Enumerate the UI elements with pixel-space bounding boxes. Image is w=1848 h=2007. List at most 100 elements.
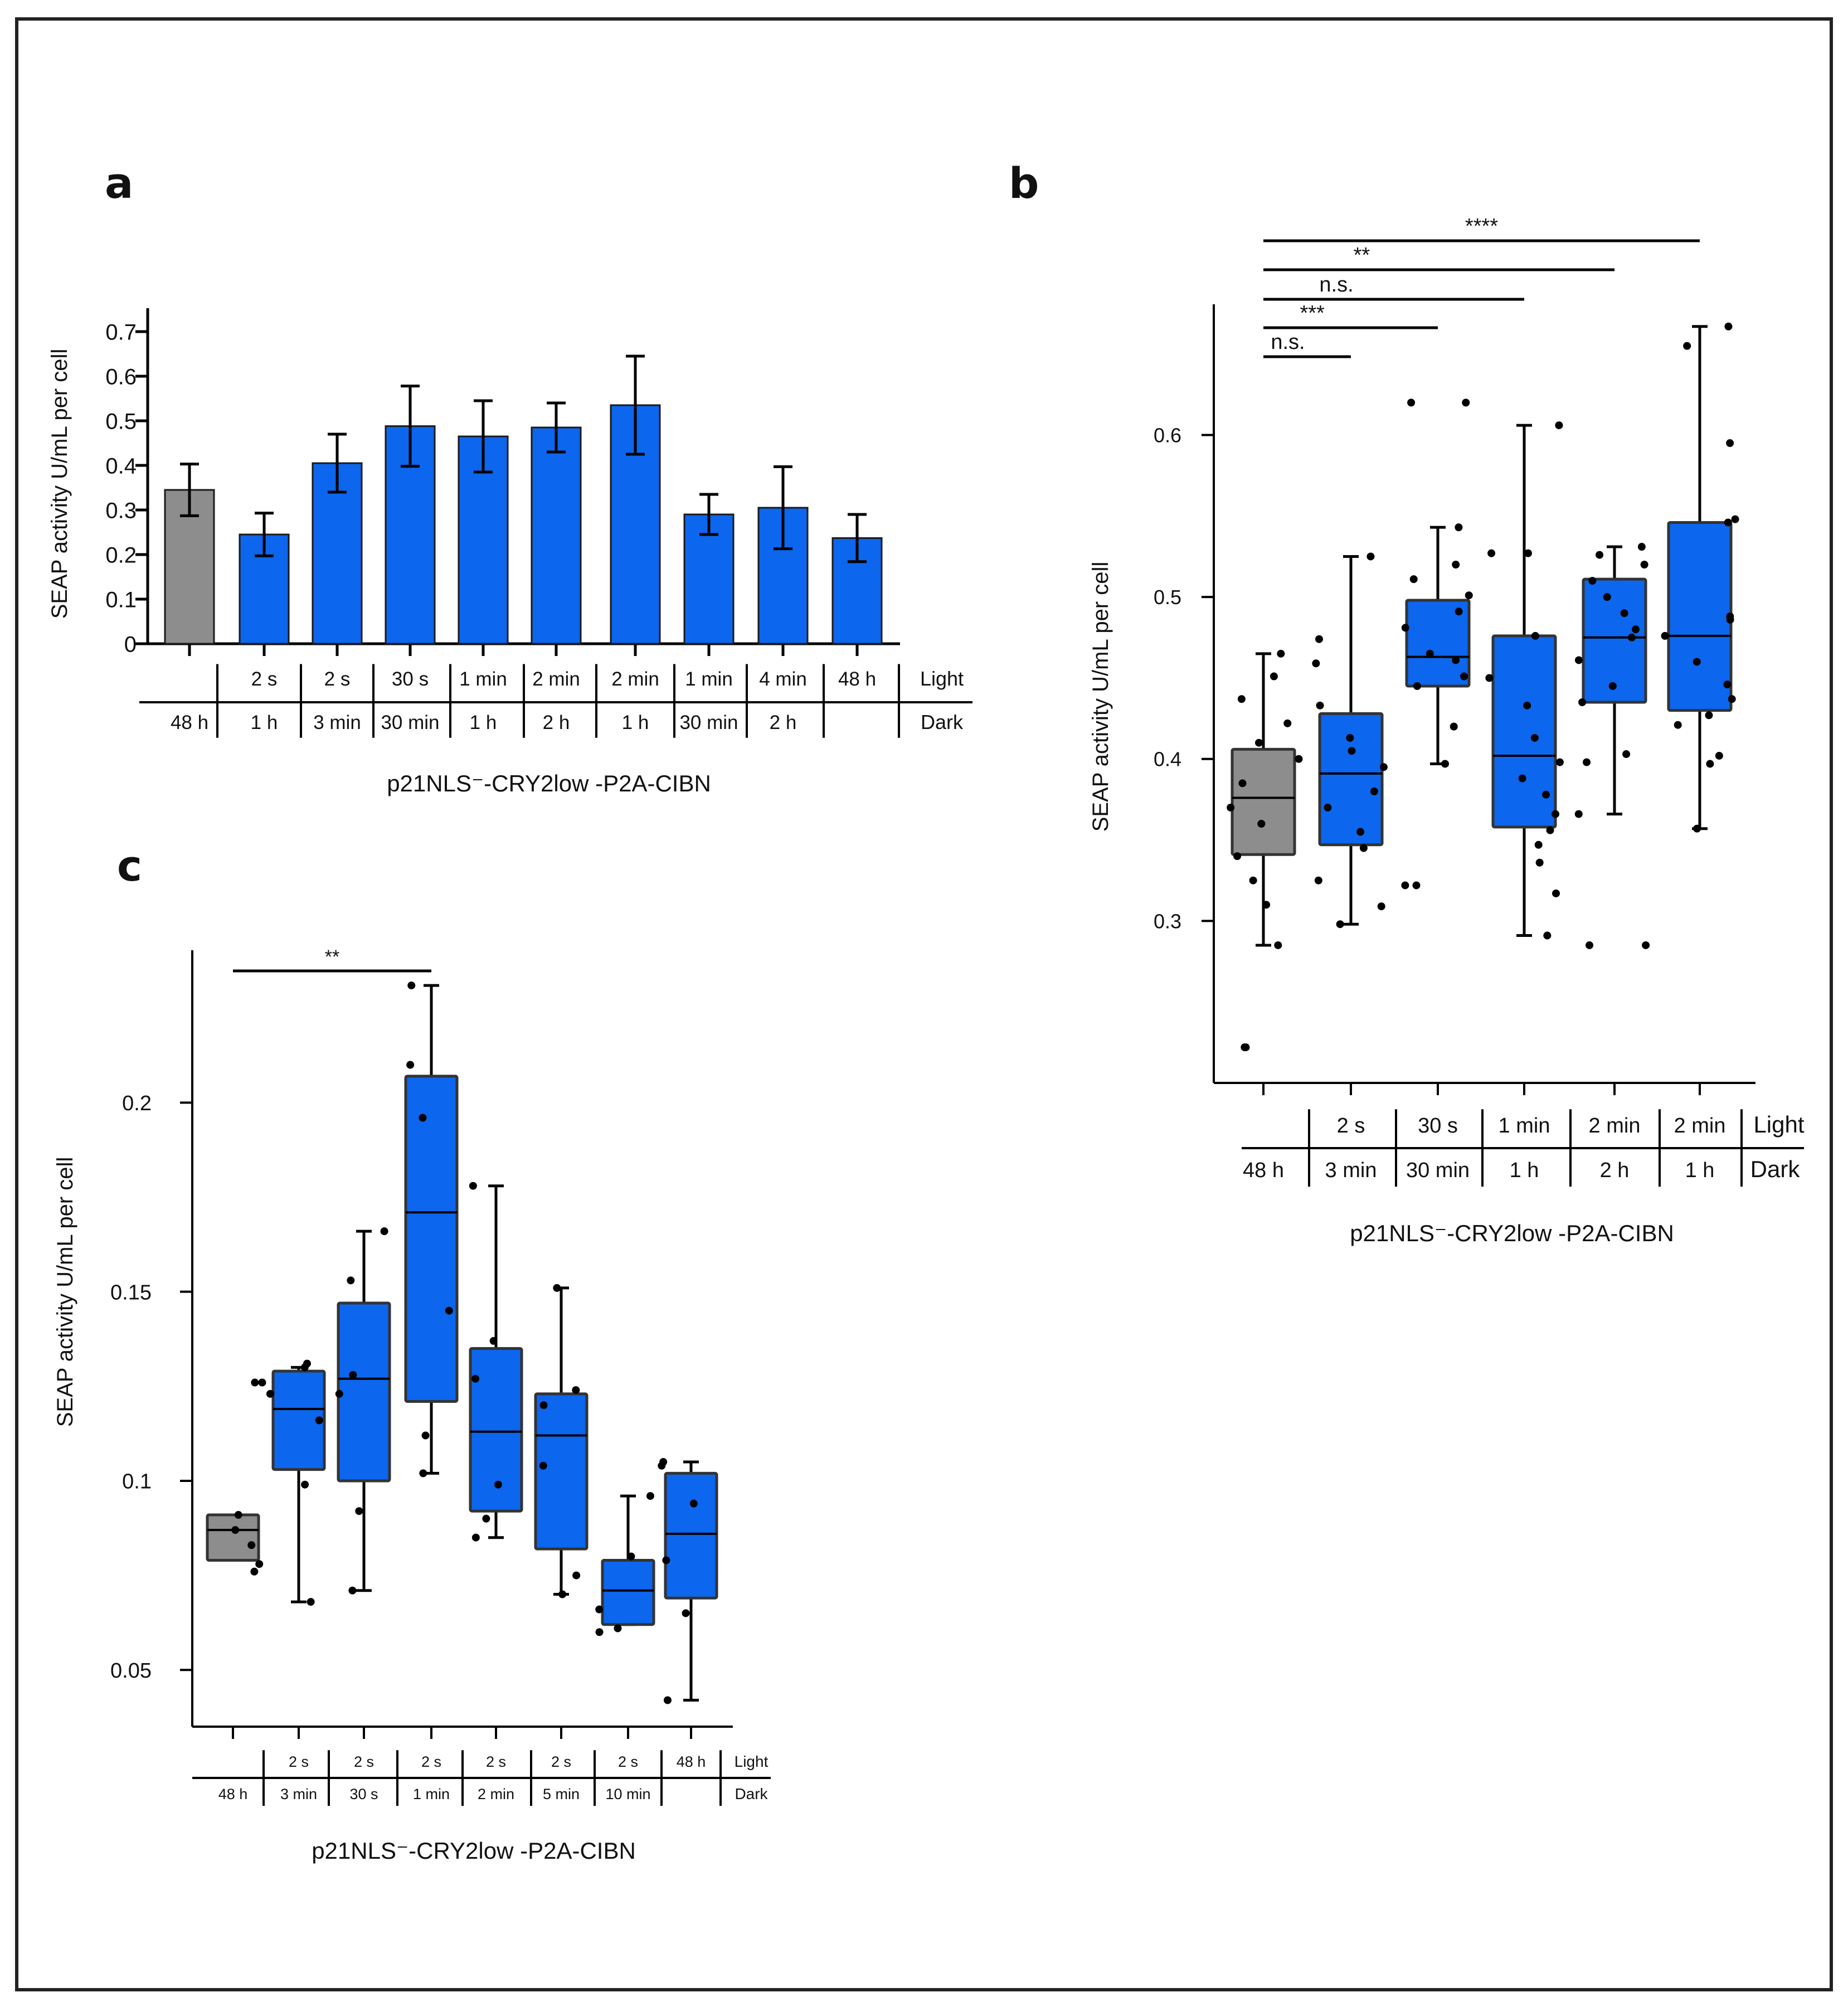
panel-c-box <box>601 1558 655 1626</box>
panel-c-data-point <box>307 1598 315 1606</box>
panel-b-ytick-label: 0.4 <box>1154 748 1181 771</box>
panel-c-dark-label: 48 h <box>218 1786 248 1802</box>
panel-a-dark-label: 1 h <box>470 712 497 733</box>
panel-b-significance-label: ** <box>1354 244 1370 267</box>
panel-b-significance-label: **** <box>1465 215 1498 238</box>
panel-b-data-point <box>1552 810 1560 818</box>
panel-b-data-point <box>1620 609 1628 618</box>
panel-b-data-point <box>1723 681 1732 689</box>
panel-b-data-point <box>1534 840 1543 849</box>
panel-a-ytick-label: 0.4 <box>105 454 137 478</box>
panel-b-data-point <box>1627 633 1636 642</box>
panel-a-light-label: 2 min <box>611 668 659 690</box>
panel-b-data-point <box>1724 322 1733 331</box>
panel-b-data-point <box>1523 701 1531 710</box>
panel-b-data-point <box>1715 751 1723 760</box>
panel-a-light-label: 1 min <box>459 668 507 690</box>
panel-c-data-point <box>250 1567 259 1576</box>
panel-b-significance-label: *** <box>1300 302 1325 325</box>
panel-b-light-label: 30 s <box>1418 1114 1458 1138</box>
panel-a-dark-row-label: Dark <box>921 711 964 733</box>
panel-b-data-point <box>1409 575 1418 584</box>
panel-b-data-point <box>1661 631 1669 640</box>
panel-a-xlabel: p21NLS⁻-CRY2low -P2A-CIBN <box>387 770 711 796</box>
panel-b-data-point <box>1622 750 1631 759</box>
panel-b-data-point <box>1462 399 1470 407</box>
panel-a-dark-label: 30 min <box>679 712 738 733</box>
panel-b-data-point <box>1359 844 1368 852</box>
panel-b-data-point <box>1401 624 1409 632</box>
panel-b-data-point <box>1640 561 1648 568</box>
panel-b-data-point <box>1586 941 1594 949</box>
panel-b-data-point <box>1257 820 1266 828</box>
panel-b-xlabel: p21NLS⁻-CRY2low -P2A-CIBN <box>1350 1220 1674 1246</box>
panel-c-light-label: 2 s <box>486 1753 506 1770</box>
panel-c-ytick-label: 0.1 <box>122 1470 152 1494</box>
panel-c-data-point <box>355 1507 363 1515</box>
panel-b-data-point <box>1574 810 1583 818</box>
panel-b-data-point <box>1608 682 1617 690</box>
panel-a-bar <box>531 426 582 645</box>
panel-b-data-point <box>1460 672 1468 681</box>
panel-c-data-point <box>572 1571 581 1580</box>
panel-b-data-point <box>1413 682 1421 690</box>
panel-b-ytick-label: 0.6 <box>1154 424 1181 446</box>
panel-b-data-point <box>1693 658 1701 666</box>
panel-a-dark-label: 1 h <box>622 712 649 733</box>
panel-c-dark-label: 5 min <box>543 1786 580 1802</box>
panel-b-data-point <box>1314 876 1322 885</box>
panel-c-data-point <box>348 1586 357 1595</box>
figure-frame <box>15 17 1833 1991</box>
panel-c-data-point <box>406 1061 415 1069</box>
panel-b-data-point <box>1370 787 1378 795</box>
panel-c-data-point <box>380 1227 388 1236</box>
panel-b-data-point <box>1379 763 1388 771</box>
panel-c-data-point <box>539 1461 547 1470</box>
panel-c-data-point <box>349 1371 357 1379</box>
panel-c-dark-row-label: Dark <box>735 1785 768 1802</box>
panel-c-label: c <box>117 841 142 891</box>
panel-a-dark-label: 1 h <box>251 712 278 733</box>
panel-c-data-point <box>646 1492 654 1500</box>
panel-c-data-point <box>303 1359 312 1368</box>
panel-b-dark-label: 3 min <box>1325 1159 1377 1182</box>
panel-b-data-point <box>1401 881 1409 890</box>
panel-a-dark-label: 2 h <box>543 712 570 733</box>
panel-b-data-point <box>1283 719 1292 727</box>
panel-c-data-point <box>558 1590 567 1598</box>
panel-a-bar <box>683 513 735 645</box>
panel-c-data-point <box>482 1514 490 1523</box>
panel-c-data-point <box>301 1480 309 1489</box>
panel-b-data-point <box>1242 1043 1250 1052</box>
panel-a-light-label: 4 min <box>759 668 807 690</box>
panel-a-light-row-label: Light <box>920 667 964 690</box>
panel-b-data-point <box>1377 902 1385 911</box>
panel-a-light-label: 1 min <box>685 668 733 690</box>
panel-b-light-row-label: Light <box>1753 1111 1804 1138</box>
panel-c-data-point <box>258 1378 266 1387</box>
panel-a-plot: 0 0.1 0.2 0.3 0.4 0.5 0.6 0.7 48 h 2 s 1 h 2 s 3 min… <box>105 308 972 738</box>
panel-b-dark-label: 1 h <box>1685 1159 1715 1182</box>
panel-c-data-point <box>234 1511 242 1519</box>
panel-b-data-point <box>1336 920 1344 929</box>
panel-c-plot: 0.05 0.1 0.15 0.2 48 h 2 s 3 min 2 s 30 s 2 s 1 mi… <box>110 946 771 1806</box>
panel-c-data-point <box>347 1276 355 1285</box>
panel-b-box <box>1231 747 1296 856</box>
panel-b-data-point <box>1578 698 1587 707</box>
panel-b-data-point <box>1452 561 1460 568</box>
panel-c-data-point <box>539 1401 548 1410</box>
panel-c-dark-label: 10 min <box>605 1786 650 1802</box>
panel-a-ytick-label: 0.7 <box>105 320 137 344</box>
panel-c-data-point <box>421 1431 430 1440</box>
panel-b-data-point <box>1706 760 1714 768</box>
panel-c-dark-label: 1 min <box>413 1786 450 1802</box>
panel-b-data-point <box>1683 342 1691 350</box>
panel-a-ytick-label: 0.2 <box>105 543 137 567</box>
panel-c-box <box>664 1471 718 1600</box>
panel-c-data-point <box>689 1499 698 1508</box>
panel-c-xlabel: p21NLS⁻-CRY2low -P2A-CIBN <box>312 1838 636 1864</box>
panel-c-dark-label: 2 min <box>478 1786 514 1802</box>
panel-a-light-label: 2 s <box>251 668 278 690</box>
panel-c-data-point <box>419 1469 427 1478</box>
panel-b-data-point <box>1455 523 1463 532</box>
